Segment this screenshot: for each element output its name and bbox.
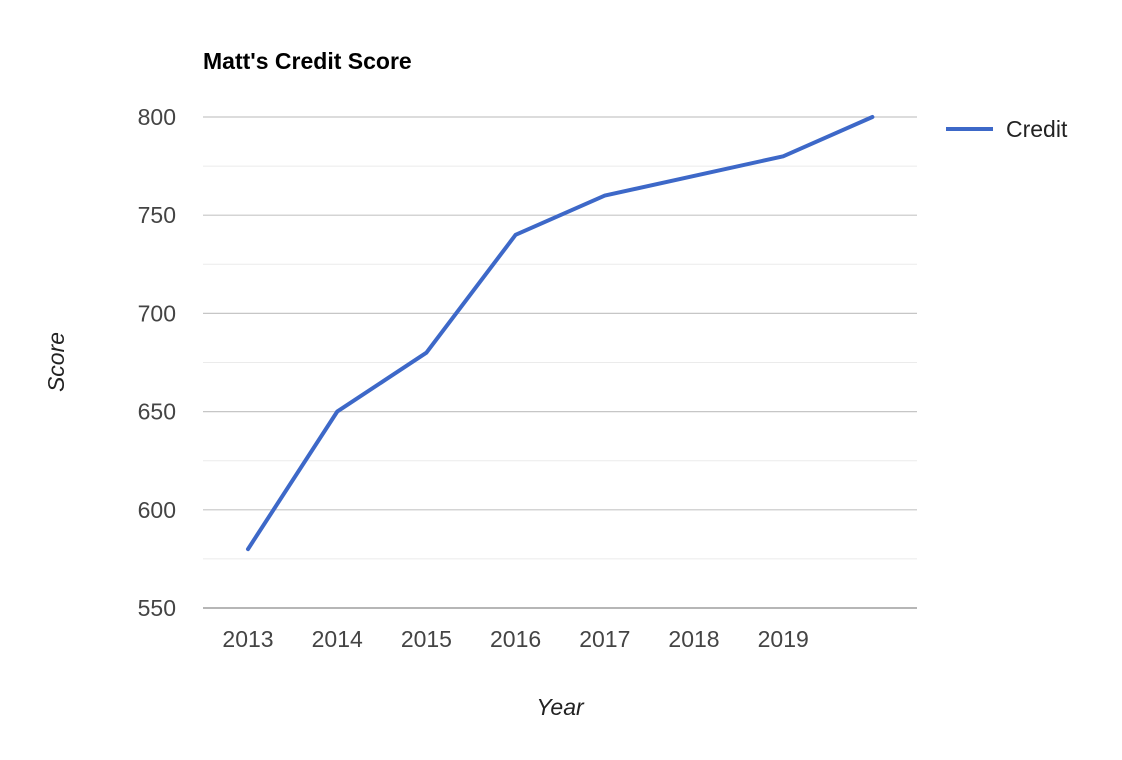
x-tick-label: 2013: [222, 626, 273, 652]
legend-label: Credit: [1006, 116, 1068, 142]
chart-title: Matt's Credit Score: [203, 48, 412, 74]
y-tick-label: 800: [138, 104, 176, 130]
y-tick-label: 650: [138, 399, 176, 425]
gridlines: [203, 116, 917, 609]
x-axis-tick-labels: 2013 2014 2015 2016 2017 2018 2019: [222, 626, 808, 652]
x-tick-label: 2016: [490, 626, 541, 652]
y-tick-label: 700: [138, 300, 176, 326]
legend: Credit: [946, 116, 1068, 142]
y-tick-label: 600: [138, 497, 176, 523]
y-tick-label: 750: [138, 202, 176, 228]
series-line-credit: [246, 115, 875, 552]
y-axis-title: Score: [43, 332, 69, 392]
x-tick-label: 2015: [401, 626, 452, 652]
x-tick-label: 2014: [312, 626, 363, 652]
x-tick-label: 2017: [579, 626, 630, 652]
series-lines: [246, 115, 875, 552]
y-tick-label: 550: [138, 595, 176, 621]
x-axis-title: Year: [536, 694, 585, 720]
x-tick-label: 2019: [758, 626, 809, 652]
x-tick-label: 2018: [668, 626, 719, 652]
y-axis-tick-labels: 550 600 650 700 750 800: [138, 104, 176, 621]
